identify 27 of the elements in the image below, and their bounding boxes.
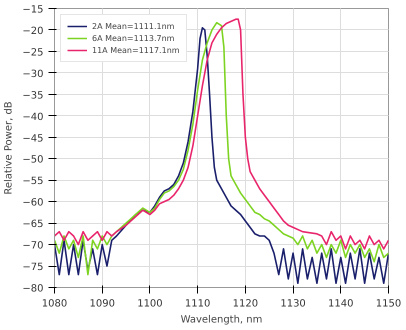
x-tick-label: 1110 — [184, 298, 210, 310]
y-tick-label: −50 — [22, 154, 44, 166]
legend-label: 2A Mean=1111.1nm — [92, 21, 174, 31]
y-tick-label: −40 — [22, 112, 44, 123]
x-tick-label: 1100 — [137, 298, 163, 310]
y-tick-label: −80 — [22, 284, 44, 294]
y-tick-label: −75 — [22, 262, 44, 274]
x-tick-label: 1140 — [328, 298, 354, 310]
y-axis-title: Relative Power, dB — [3, 101, 14, 195]
y-tick-label: −45 — [22, 133, 44, 144]
y-tick-label: −20 — [22, 26, 44, 37]
y-tick-label: −70 — [22, 240, 44, 252]
x-tick-label: 1080 — [42, 298, 68, 310]
x-tick-label: 1120 — [232, 298, 258, 310]
y-tick-label: −15 — [22, 4, 44, 16]
y-tick-label: −30 — [22, 68, 44, 80]
x-axis-title: Wavelength, nm — [180, 314, 262, 326]
y-tick-label: −35 — [22, 90, 44, 102]
y-tick-label: −60 — [22, 198, 44, 209]
y-tick-label: −55 — [22, 176, 44, 188]
x-tick-label: 1150 — [376, 298, 402, 310]
x-tick-label: 1090 — [89, 298, 115, 310]
y-tick-label: −65 — [22, 219, 44, 230]
legend-label: 6A Mean=1113.7nm — [92, 33, 174, 43]
x-tick-label: 1130 — [280, 298, 306, 310]
y-tick-label: −25 — [22, 47, 44, 58]
legend-label: 11A Mean=1117.1nm — [92, 45, 180, 55]
